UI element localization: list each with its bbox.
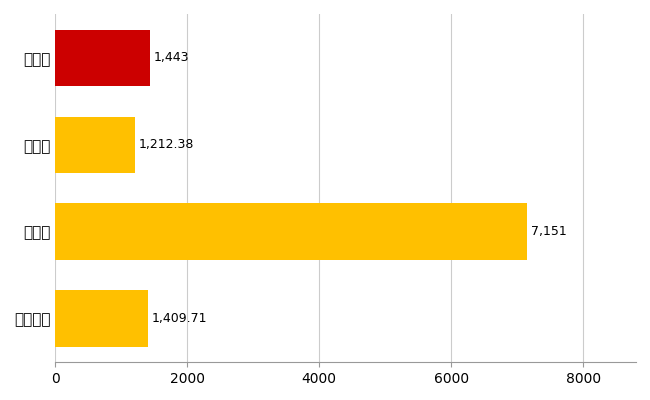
Text: 1,212.38: 1,212.38: [138, 138, 194, 151]
Text: 1,443: 1,443: [154, 52, 189, 64]
Bar: [55, 290, 148, 346]
Text: 7,151: 7,151: [530, 225, 566, 238]
Text: 1,409.71: 1,409.71: [151, 312, 207, 325]
Bar: [55, 30, 151, 86]
Bar: [55, 116, 135, 173]
Bar: [55, 203, 527, 260]
